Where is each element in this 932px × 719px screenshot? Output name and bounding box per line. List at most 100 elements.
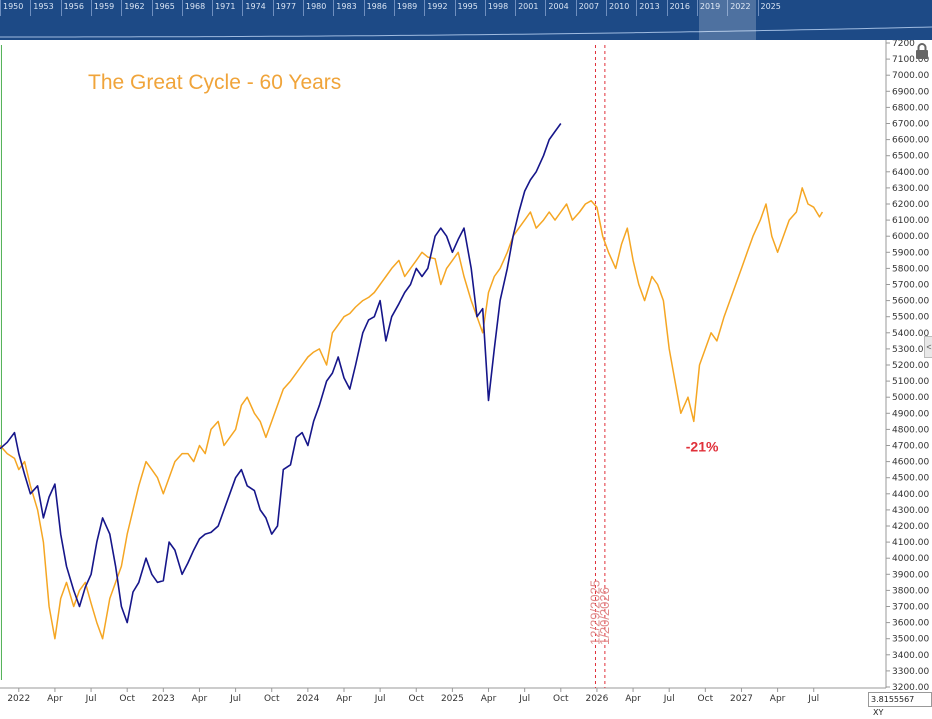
crosshair-suffix: XY <box>873 708 884 717</box>
y-tick-label: 4600.00 <box>892 458 929 468</box>
navigator-divider <box>727 0 729 16</box>
y-tick-label: 5800.00 <box>892 264 929 274</box>
navigator-divider <box>242 0 244 16</box>
y-tick-label: 6900.00 <box>892 87 929 97</box>
navigator-divider <box>0 0 1 16</box>
x-tick-label: Jul <box>807 694 819 704</box>
x-axis: 2022 Apr Jul Oct 2023 Apr Jul Oct 2024 Apr Jul Oct 2… <box>7 688 819 704</box>
navigator-divider <box>333 0 335 16</box>
y-tick-label: 6300.00 <box>892 184 929 194</box>
y-tick-label: 4200.00 <box>892 522 929 532</box>
x-tick-label: Jul <box>374 694 386 704</box>
y-tick-label: 7000.00 <box>892 71 929 81</box>
y-tick-label: 4800.00 <box>892 425 929 435</box>
navigator-year-label: 1980 <box>306 2 327 11</box>
crosshair-readout: 3.8155567 XY <box>868 692 932 717</box>
navigator-year-label: 1968 <box>184 2 206 11</box>
drawdown-annotation: -21% <box>686 438 719 454</box>
navigator-year-label: 1959 <box>93 2 115 11</box>
x-tick-label: Apr <box>625 694 641 704</box>
y-tick-label: 4100.00 <box>892 538 929 548</box>
x-tick-label: Oct <box>553 694 569 704</box>
y-tick-label: 7200 <box>892 40 915 49</box>
y-tick-label: 4900.00 <box>892 409 929 419</box>
y-tick-label: 5500.00 <box>892 313 929 323</box>
x-tick-label: Jul <box>663 694 675 704</box>
chart-title: The Great Cycle - 60 Years <box>88 71 341 94</box>
y-tick-label: 3200.00 <box>892 683 929 693</box>
y-tick-label: 7100.00 <box>892 55 929 65</box>
x-tick-label: Apr <box>336 694 352 704</box>
navigator-divider <box>272 0 274 16</box>
series-line-current <box>0 123 562 624</box>
x-tick-label: Oct <box>698 694 714 704</box>
navigator-range-window[interactable] <box>699 0 756 40</box>
x-tick-label: Jul <box>85 694 97 704</box>
navigator-year-label: 2010 <box>609 2 630 11</box>
x-tick-label: 2026 <box>585 694 608 704</box>
chart-area[interactable]: 3200.00 3300.00 3400.00 3500.00 3600.00 3700.… <box>0 40 932 707</box>
y-tick-label: 5000.00 <box>892 393 929 403</box>
navigator-year-label: 1983 <box>336 2 357 11</box>
y-tick-label: 6000.00 <box>892 232 929 242</box>
navigator-year-label: 1992 <box>427 2 448 11</box>
y-tick-label: 3300.00 <box>892 667 929 677</box>
navigator-year-label: 1974 <box>245 2 266 11</box>
y-tick-label: 3700.00 <box>892 603 929 613</box>
y-tick-label: 5700.00 <box>892 281 929 291</box>
x-tick-label: Apr <box>481 694 497 704</box>
y-tick-label: 5600.00 <box>892 297 929 307</box>
navigator-year-label: 1950 <box>3 2 24 11</box>
navigator-divider <box>666 0 668 16</box>
x-tick-label: 2024 <box>296 694 319 704</box>
navigator-divider <box>636 0 638 16</box>
navigator-year-label: 2013 <box>639 2 660 11</box>
navigator-year-label: 2004 <box>548 2 569 11</box>
x-tick-label: 2022 <box>7 694 30 704</box>
navigator-divider <box>90 0 92 16</box>
y-tick-label: 3900.00 <box>892 570 929 580</box>
y-tick-label: 5900.00 <box>892 248 929 258</box>
navigator-year-label: 1956 <box>63 2 84 11</box>
x-tick-label: Jul <box>518 694 530 704</box>
series-layer <box>0 123 824 640</box>
navigator-sparkline <box>0 26 932 38</box>
navigator-divider <box>515 0 517 16</box>
navigator-divider <box>60 0 62 16</box>
reference-date-label: 12/29/2025 <box>587 580 602 645</box>
navigator-year-label: 2019 <box>699 2 721 11</box>
navigator-year-label: 1965 <box>154 2 175 11</box>
navigator-year-label: 1962 <box>124 2 145 11</box>
y-tick-label: 3400.00 <box>892 651 929 661</box>
x-tick-label: 2023 <box>152 694 175 704</box>
navigator-divider <box>151 0 153 16</box>
y-tick-label: 4000.00 <box>892 554 929 564</box>
y-tick-label: 6400.00 <box>892 168 929 178</box>
lock-icon[interactable] <box>913 42 931 60</box>
navigator-year-label: 1953 <box>33 2 54 11</box>
y-tick-label: 6500.00 <box>892 152 929 162</box>
crosshair-value: 3.8155567 <box>871 695 915 704</box>
navigator-divider <box>181 0 183 16</box>
y-tick-label: 6200.00 <box>892 200 929 210</box>
x-tick-label: Apr <box>770 694 786 704</box>
y-tick-label: 5200.00 <box>892 361 929 371</box>
y-tick-label: 5400.00 <box>892 329 929 339</box>
navigator-divider <box>484 0 486 16</box>
y-tick-label: 6800.00 <box>892 103 929 113</box>
timeline-navigator[interactable]: 1950 1953 1956 1959 1962 1965 1968 1971 1974 1977… <box>0 0 932 40</box>
y-tick-label: 5300.00 <box>892 345 929 355</box>
navigator-divider <box>424 0 426 16</box>
y-axis: 3200.00 3300.00 3400.00 3500.00 3600.00 3700.… <box>886 40 929 693</box>
y-tick-label: 4700.00 <box>892 442 929 452</box>
navigator-divider <box>303 0 304 16</box>
navigator-year-label: 2022 <box>730 2 751 11</box>
y-tick-label: 3500.00 <box>892 635 929 645</box>
navigator-year-label: 1989 <box>396 2 418 11</box>
x-tick-label: Oct <box>264 694 280 704</box>
collapse-panel-toggle[interactable]: < <box>924 336 932 358</box>
navigator-divider <box>30 0 32 16</box>
x-tick-label: Oct <box>119 694 135 704</box>
y-tick-label: 4500.00 <box>892 474 929 484</box>
